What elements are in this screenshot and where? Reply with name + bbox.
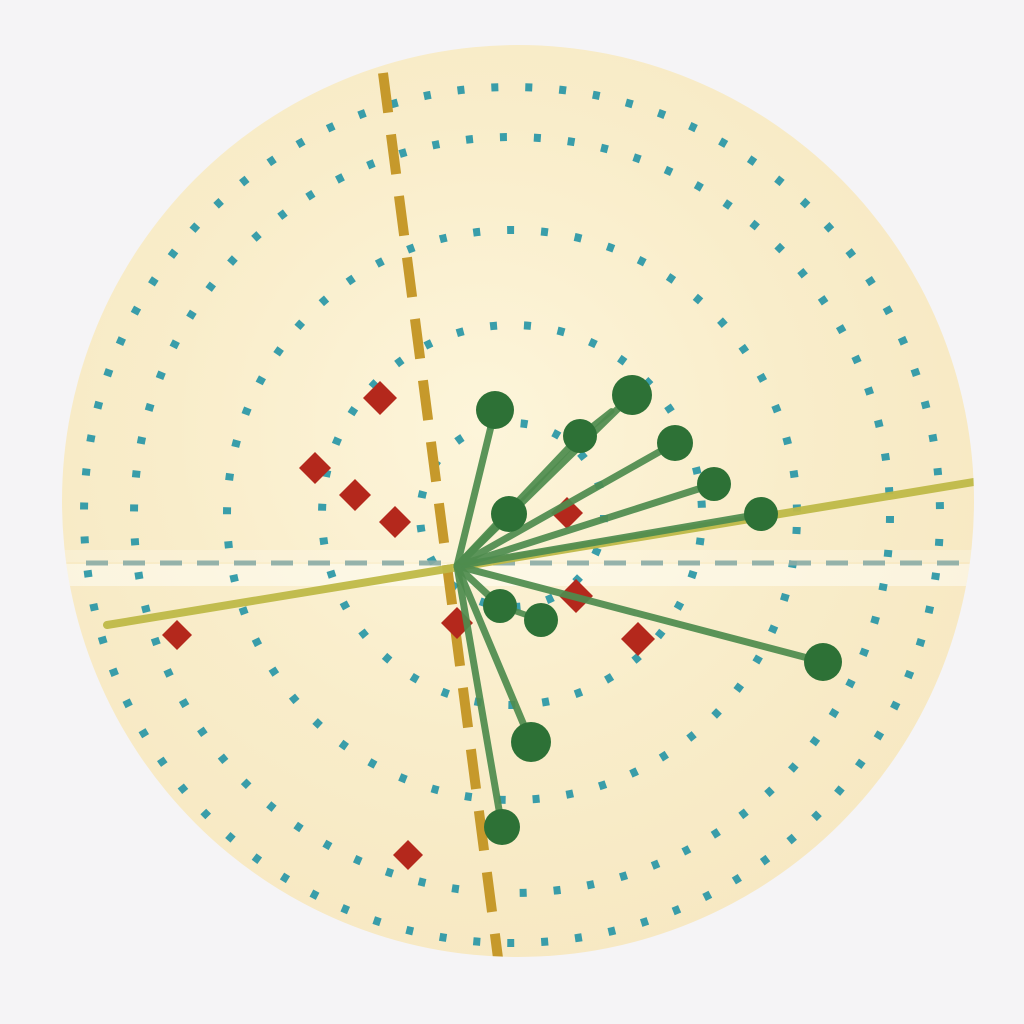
highlight-band: [62, 564, 974, 586]
green-point-marker: [491, 496, 527, 532]
pin-stem: [453, 562, 506, 831]
green-point-marker: [612, 375, 652, 415]
pin-stem: [453, 480, 718, 570]
red-diamond-marker: [379, 506, 411, 538]
pin-stem: [453, 439, 679, 570]
vertical-dashed-guide: [378, 72, 503, 957]
red-diamond-marker: [363, 381, 397, 415]
green-point-marker: [804, 643, 842, 681]
pin-stem: [453, 406, 499, 570]
red-diamond-marker: [621, 622, 655, 656]
green-point-marker: [657, 425, 693, 461]
red-diamond-marker: [162, 620, 192, 650]
green-point-marker: [483, 589, 517, 623]
green-point-marker: [511, 722, 551, 762]
dotted-ring: [223, 226, 801, 804]
pin-stem: [453, 562, 535, 746]
dotted-ring: [416, 419, 608, 611]
green-point-marker: [484, 809, 520, 845]
red-diamond-marker: [393, 840, 423, 870]
pin-stem: [453, 510, 765, 570]
red-diamond-marker: [299, 452, 331, 484]
green-point-marker: [524, 603, 558, 637]
pin-stem: [453, 562, 827, 666]
dotted-ring: [80, 83, 944, 947]
green-point-marker: [697, 467, 731, 501]
red-diamond-marker: [339, 479, 371, 511]
green-point-marker: [476, 391, 514, 429]
green-point-marker: [563, 419, 597, 453]
green-point-marker: [744, 497, 778, 531]
